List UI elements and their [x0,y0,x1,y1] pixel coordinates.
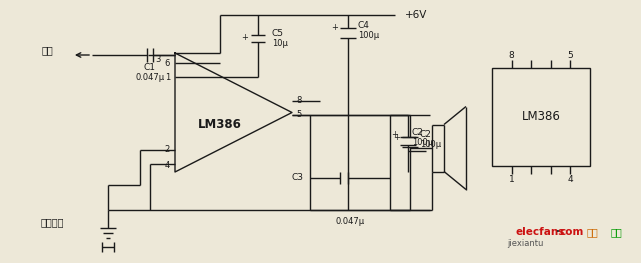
Text: 2: 2 [165,145,170,154]
Text: 5: 5 [296,110,301,119]
Text: 8: 8 [509,50,515,59]
Text: +: + [331,23,338,32]
Text: com: com [560,227,585,237]
Text: +: + [241,33,248,43]
Text: 探针: 探针 [42,45,54,55]
Text: 电路: 电路 [611,227,623,237]
Text: 100μ: 100μ [420,140,441,149]
Text: 1: 1 [165,73,170,82]
Text: +6V: +6V [405,10,428,20]
Text: LM386: LM386 [198,118,242,131]
Text: 4: 4 [165,160,170,169]
Bar [492,68,590,166]
Text: C5: C5 [272,28,284,38]
Text: 3: 3 [156,54,161,63]
Text: +: + [393,133,400,142]
Text: 地线夹子: 地线夹子 [40,217,63,227]
Text: 1: 1 [509,174,515,184]
Text: C4: C4 [358,22,370,31]
Text: 100μ: 100μ [358,32,379,41]
Text: 100μ: 100μ [412,138,433,147]
Text: 4: 4 [567,174,573,184]
Text: jiexiantu: jiexiantu [507,239,543,247]
Text: C2: C2 [412,128,424,137]
Text: +: + [391,130,398,139]
Text: elecfans: elecfans [515,227,564,237]
Text: 0.047μ: 0.047μ [135,73,165,83]
Text: 6: 6 [165,58,170,68]
Text: 10μ: 10μ [272,38,288,48]
Text: LM386: LM386 [522,110,560,124]
Text: C2: C2 [420,130,432,139]
Text: 信息: 信息 [587,227,599,237]
Text: C1: C1 [144,63,156,73]
Text: 8: 8 [296,96,301,105]
Text: C3: C3 [292,174,304,183]
Text: 0.047μ: 0.047μ [335,218,365,226]
Text: 5: 5 [567,50,573,59]
Text: ·: · [556,227,560,237]
